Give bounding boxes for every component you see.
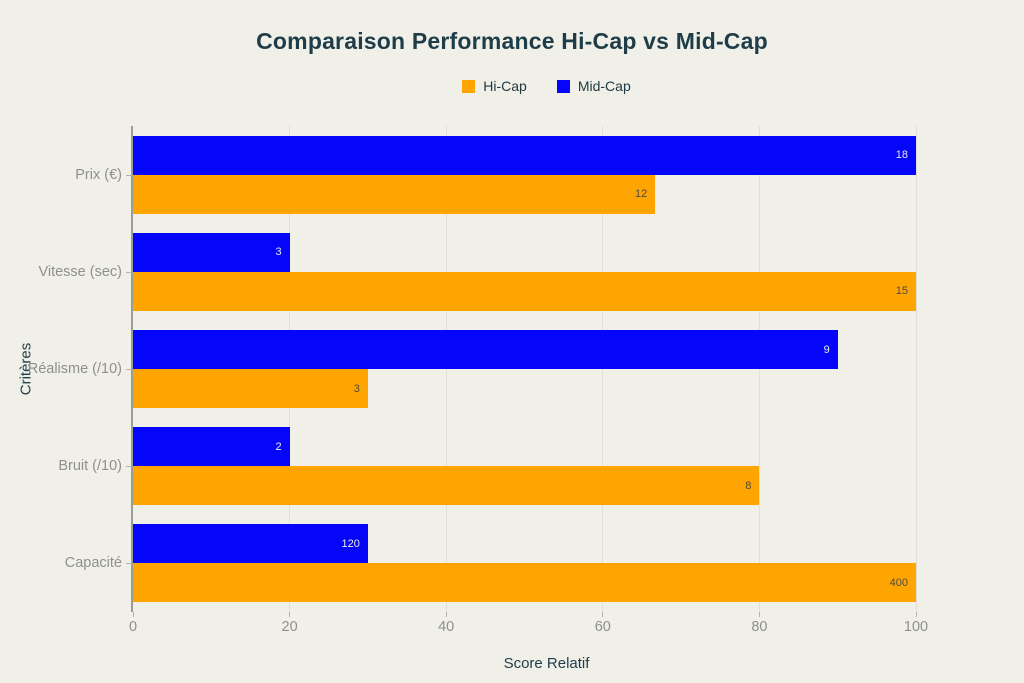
bar-mid-cap-5: 120 [133, 524, 368, 564]
gridline-x60 [602, 126, 604, 612]
legend-item-mid-cap: Mid-Cap [556, 78, 631, 94]
bar-hi-cap-5: 400 [133, 563, 916, 603]
x-tick-mark [132, 612, 134, 617]
bar-value-label: 8 [745, 479, 752, 492]
x-tick-label: 0 [128, 619, 138, 635]
x-tick-label: 20 [281, 619, 298, 635]
bar-hi-cap-1: 12 [133, 174, 656, 214]
x-tick-label: 60 [594, 619, 611, 635]
bar-value-label: 3 [353, 382, 360, 395]
gridline-x100 [915, 126, 917, 612]
x-tick-label: 100 [903, 619, 929, 635]
chart-title: Comparaison Performance Hi-Cap vs Mid-Ca… [256, 28, 768, 54]
x-tick-mark [915, 612, 917, 617]
x-tick-label: 40 [438, 619, 455, 635]
bar-hi-cap-2: 15 [133, 271, 916, 311]
category-label: Capacité [64, 555, 122, 572]
bar-mid-cap-3: 9 [133, 330, 838, 369]
x-tick-mark [289, 612, 291, 617]
bar-value-label: 18 [895, 149, 908, 162]
x-axis-title: Score Relatif [503, 655, 590, 672]
y-tick-mark [126, 174, 132, 176]
y-tick-mark [126, 563, 132, 565]
legend-item-hi-cap: Hi-Cap [462, 78, 527, 94]
plot-area: 12 18 15 3 3 9 8 2 400 120 [131, 126, 960, 612]
legend: Hi-Cap Mid-Cap [133, 78, 960, 94]
bar-value-label: 400 [889, 576, 908, 589]
hi-cap-swatch-icon [462, 79, 476, 93]
y-tick-mark [126, 369, 132, 370]
y-tick-mark [126, 466, 132, 468]
bar-mid-cap-1: 18 [133, 135, 916, 175]
bar-value-label: 3 [275, 246, 282, 259]
category-label: Bruit (/10) [58, 458, 122, 475]
bar-value-label: 15 [895, 285, 908, 298]
legend-label: Hi-Cap [483, 78, 527, 94]
x-tick-mark [602, 612, 604, 617]
x-tick-mark [758, 612, 760, 617]
bar-hi-cap-4: 8 [133, 466, 760, 506]
x-tick-mark [445, 612, 447, 617]
category-label: Vitesse (sec) [38, 263, 122, 280]
mid-cap-swatch-icon [556, 79, 570, 93]
y-axis-line [131, 126, 133, 612]
bar-mid-cap-2: 3 [133, 232, 290, 272]
bar-value-label: 2 [275, 440, 282, 453]
bar-value-label: 120 [341, 537, 360, 550]
gridline-x40 [445, 126, 447, 612]
y-tick-mark [126, 271, 132, 273]
category-label: Prix (€) [75, 166, 122, 183]
bar-hi-cap-3: 3 [133, 369, 368, 408]
bar-value-label: 9 [823, 343, 830, 356]
bar-value-label: 12 [635, 188, 648, 201]
bar-mid-cap-4: 2 [133, 427, 290, 467]
category-label: Réalisme (/10) [27, 361, 122, 377]
legend-label: Mid-Cap [577, 78, 631, 94]
x-tick-label: 80 [751, 619, 768, 635]
gridline-x80 [758, 126, 760, 612]
